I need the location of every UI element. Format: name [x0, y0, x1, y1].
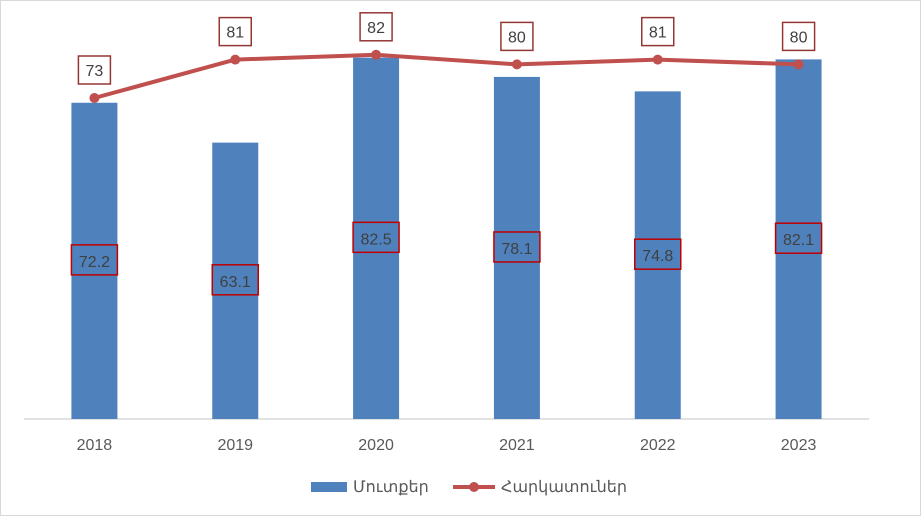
line-point-2022	[652, 54, 663, 65]
line-label-text: 82	[367, 20, 385, 37]
bar-label-box	[774, 222, 823, 254]
bar-2019	[212, 142, 259, 419]
line-point-2021	[511, 59, 522, 70]
line-label-box	[218, 16, 252, 47]
bar-label-box	[352, 221, 400, 254]
line-layer: 73 81 82 80 81 80	[77, 12, 816, 103]
line-label-box	[77, 55, 112, 85]
legend-item-line: Հարկատուներ	[453, 479, 627, 496]
line-point-2020	[371, 49, 382, 60]
bar-2020	[353, 57, 400, 420]
bar-label-text: 82.1	[783, 232, 814, 249]
line-label-2023: 80	[781, 21, 816, 52]
bar-2022	[634, 91, 681, 419]
legend-label-line: Հարկատուներ	[501, 479, 627, 496]
line-label-2019: 81	[218, 16, 252, 47]
line-label-box	[359, 12, 393, 42]
bar-label-box	[70, 244, 119, 276]
line-point-2023	[793, 59, 804, 70]
bar-2023	[775, 59, 822, 419]
x-tick-label-2021: 2021	[499, 437, 535, 454]
bar-label-text: 82.5	[361, 231, 392, 248]
bar-label-box	[211, 264, 259, 296]
bar-label-box	[493, 231, 541, 263]
bar-label-text: 72.2	[79, 254, 110, 271]
x-tick-label-2019: 2019	[217, 437, 253, 454]
line-label-text: 80	[508, 29, 526, 46]
bar-label-text: 63.1	[220, 274, 251, 291]
line-label-2018: 73	[77, 55, 112, 85]
line-point-2019	[230, 54, 241, 65]
bar-2021	[493, 76, 540, 419]
line-label-text: 81	[649, 25, 667, 42]
x-tick-label-2022: 2022	[640, 437, 676, 454]
line-label-text: 80	[790, 29, 808, 46]
x-tick-label-2018: 2018	[77, 437, 113, 454]
bar-label-2022: 74.8	[634, 238, 682, 270]
line-label-box	[641, 16, 675, 47]
line-label-text: 73	[86, 63, 104, 80]
line-label-2020: 82	[359, 12, 393, 42]
line-label-text: 81	[226, 25, 244, 42]
bar-label-2019: 63.1	[211, 264, 259, 296]
line-label-box	[781, 21, 816, 52]
bar-label-2020: 82.5	[352, 221, 400, 254]
line-point-2018	[89, 93, 100, 103]
line-label-box	[500, 21, 534, 52]
legend: Մուտքեր Հարկատուներ	[311, 479, 627, 496]
x-ticks-layer: 2018 2019 2020 2021 2022 2023	[77, 437, 817, 454]
x-tick-label-2020: 2020	[358, 437, 394, 454]
bar-label-2023: 82.1	[774, 222, 823, 254]
legend-swatch-marker	[469, 482, 479, 492]
x-tick-label-2023: 2023	[781, 437, 817, 454]
legend-label-bars: Մուտքեր	[353, 479, 429, 496]
bar-label-2021: 78.1	[493, 231, 541, 263]
legend-item-bars: Մուտքեր	[311, 479, 429, 496]
line-label-2021: 80	[500, 21, 534, 52]
bar-label-text: 74.8	[642, 248, 673, 265]
bar-label-text: 78.1	[501, 241, 532, 258]
line-series-path	[93, 52, 799, 100]
bar-2018	[71, 102, 118, 419]
line-label-2022: 81	[641, 16, 675, 47]
bars-layer: 72.2 63.1 82.5 78.1 74.8 82.1	[70, 57, 823, 420]
legend-swatch-bars	[311, 482, 347, 492]
bar-label-2018: 72.2	[70, 244, 119, 276]
bar-label-box	[634, 238, 682, 270]
